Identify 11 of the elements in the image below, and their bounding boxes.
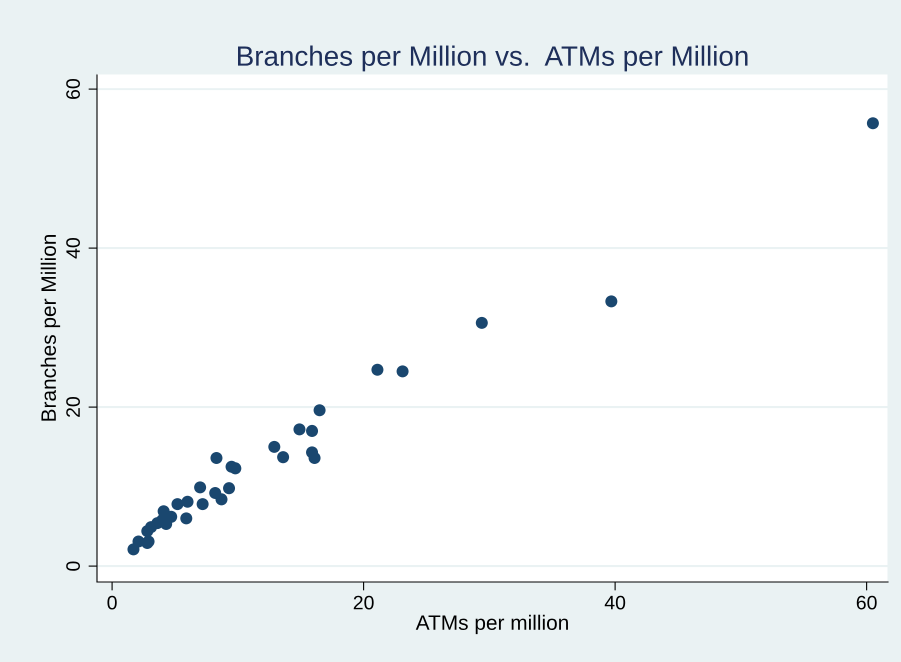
chart-title: Branches per Million vs. ATMs per Million: [238, 46, 748, 72]
x-axis-title: ATMs per million: [416, 614, 568, 634]
y-tick-label: 20: [66, 397, 80, 417]
x-tick-label: 40: [604, 596, 626, 610]
x-tick-label: 60: [856, 596, 877, 610]
y-tick-label: 0: [66, 561, 80, 571]
x-tick-label: 0: [107, 596, 117, 610]
y-tick-label: 40: [66, 238, 80, 258]
y-tick-label: 60: [66, 79, 80, 99]
y-axis-title: Branches per Million: [40, 234, 60, 421]
x-tick-label: 20: [354, 596, 374, 610]
